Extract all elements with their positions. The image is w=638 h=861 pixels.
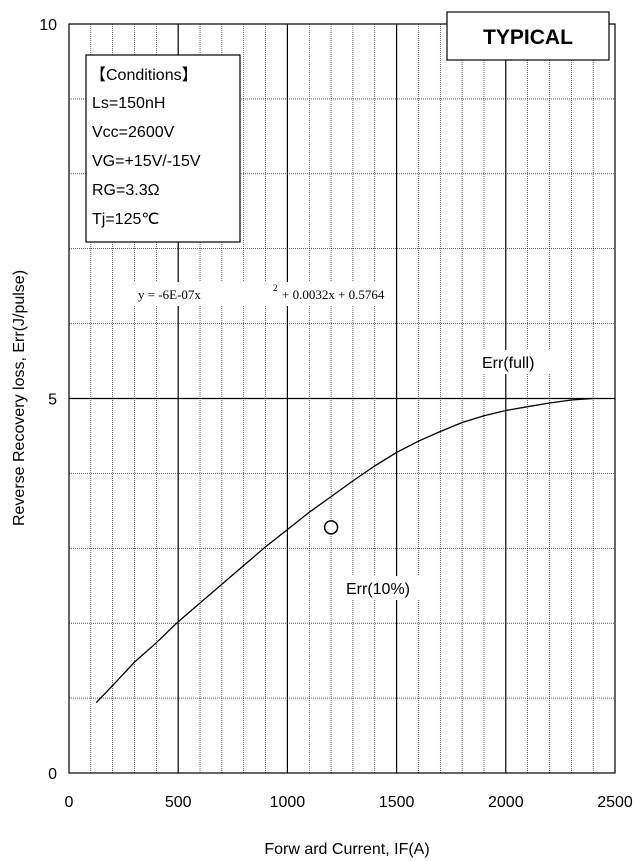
x-axis-title: Forw ard Current, IF(A) bbox=[264, 841, 429, 858]
condition-vg: VG=+15V/-15V bbox=[92, 153, 201, 170]
x-tick-label: 500 bbox=[165, 794, 192, 811]
data-point-err-10 bbox=[323, 520, 339, 535]
typical-badge-label: TYPICAL bbox=[483, 26, 573, 49]
series-label-err-full: Err(full) bbox=[482, 355, 534, 372]
major-grid bbox=[69, 24, 615, 773]
series-label-err-10: Err(10%) bbox=[346, 581, 410, 598]
equation-rhs: + 0.0032x + 0.5764 bbox=[282, 287, 385, 302]
condition-ls: Ls=150nH bbox=[92, 95, 165, 112]
x-tick-label: 2500 bbox=[597, 794, 633, 811]
x-tick-label: 1500 bbox=[379, 794, 415, 811]
condition-tj: Tj=125℃ bbox=[92, 211, 159, 228]
x-tick-label: 1000 bbox=[270, 794, 306, 811]
condition-rg: RG=3.3Ω bbox=[92, 182, 160, 199]
x-tick-label: 2000 bbox=[488, 794, 524, 811]
condition-vcc: Vcc=2600V bbox=[92, 124, 175, 141]
y-tick-label: 10 bbox=[39, 17, 57, 34]
equation-lhs: y = -6E-07x bbox=[138, 287, 201, 302]
fit-equation: y = -6E-07x 2 + 0.0032x + 0.5764 bbox=[130, 282, 396, 306]
series-line-err-full bbox=[95, 397, 594, 704]
conditions-box: 【Conditions】 Ls=150nH Vcc=2600V VG=+15V/… bbox=[85, 54, 241, 243]
typical-badge: TYPICAL bbox=[446, 11, 610, 61]
y-axis-title: Reverse Recovery loss, Err(J/pulse) bbox=[11, 270, 28, 526]
x-tick-labels: 0 500 1000 1500 2000 2500 bbox=[65, 794, 633, 811]
y-tick-labels: 0 5 10 bbox=[39, 17, 57, 783]
y-tick-label: 0 bbox=[48, 766, 57, 783]
conditions-heading: 【Conditions】 bbox=[90, 67, 198, 84]
y-tick-label: 5 bbox=[48, 392, 57, 409]
plot-frame bbox=[68, 23, 616, 774]
x-tick-label: 0 bbox=[65, 794, 74, 811]
equation-exponent: 2 bbox=[273, 283, 278, 293]
